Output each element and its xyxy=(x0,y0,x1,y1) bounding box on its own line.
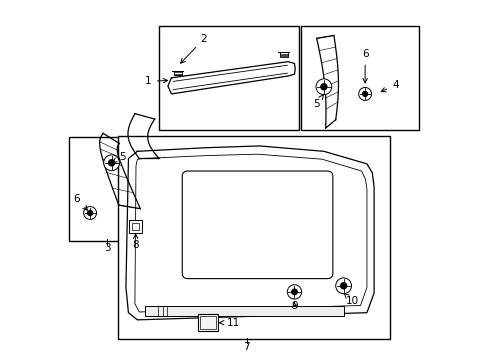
Text: 2: 2 xyxy=(181,34,207,63)
Circle shape xyxy=(336,278,351,294)
Bar xyxy=(280,52,288,57)
Circle shape xyxy=(104,155,120,171)
Text: 11: 11 xyxy=(220,318,240,328)
Circle shape xyxy=(109,160,115,166)
Text: 4: 4 xyxy=(381,80,399,92)
Bar xyxy=(69,137,155,241)
Text: 7: 7 xyxy=(244,342,250,352)
Bar xyxy=(145,306,343,316)
Circle shape xyxy=(88,211,93,215)
Bar xyxy=(118,136,390,338)
Circle shape xyxy=(287,285,302,299)
Text: 8: 8 xyxy=(132,234,139,249)
Text: 10: 10 xyxy=(344,293,359,306)
Circle shape xyxy=(84,207,97,220)
Bar xyxy=(174,71,182,75)
Bar xyxy=(200,316,216,329)
Circle shape xyxy=(363,91,368,96)
Bar xyxy=(132,223,139,230)
Text: 3: 3 xyxy=(104,243,111,253)
Circle shape xyxy=(341,283,346,289)
Text: 9: 9 xyxy=(291,301,298,311)
Circle shape xyxy=(321,84,327,90)
Bar xyxy=(300,26,419,130)
Circle shape xyxy=(292,289,297,294)
Text: 1: 1 xyxy=(145,76,168,86)
Circle shape xyxy=(359,87,371,100)
FancyBboxPatch shape xyxy=(182,171,333,279)
Bar xyxy=(159,26,299,130)
Text: 6: 6 xyxy=(362,49,368,83)
Text: 5: 5 xyxy=(314,94,324,109)
Bar xyxy=(197,314,219,331)
Text: 6: 6 xyxy=(74,194,87,210)
Text: 5: 5 xyxy=(113,152,125,162)
Circle shape xyxy=(316,79,332,95)
Bar xyxy=(129,220,142,233)
